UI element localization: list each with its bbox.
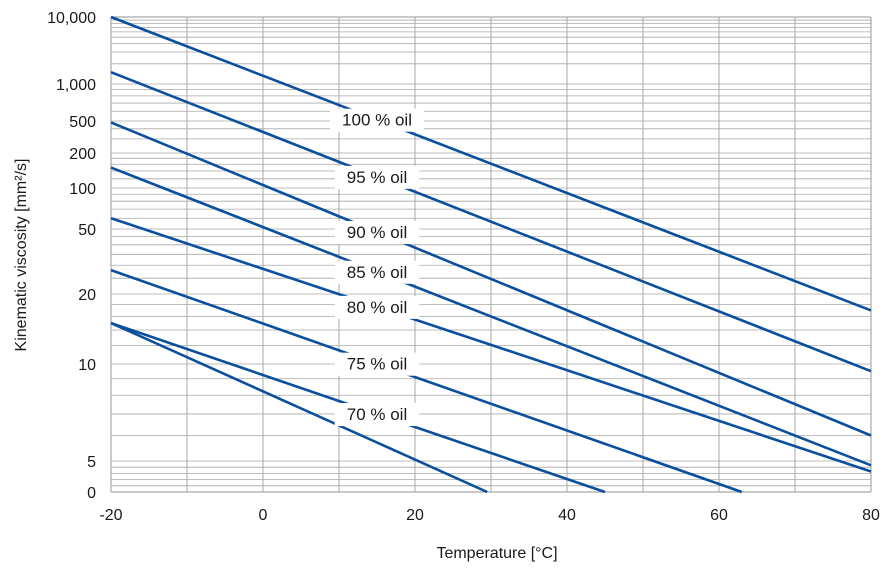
- series-labels: 100 % oil 95 % oil 90 % oil 85 % oil 80 % oi…: [330, 108, 424, 427]
- series-label-95-oil: 95 % oil: [347, 168, 407, 187]
- y-tick-label: 20: [78, 287, 96, 304]
- series-label-85-oil: 85 % oil: [347, 263, 407, 282]
- y-tick-label: 10,000: [47, 10, 96, 27]
- y-tick-label: 5: [87, 454, 96, 471]
- series-label-background: [334, 220, 420, 244]
- series-line-100-oil: [110, 15, 872, 312]
- series-label-background: [334, 295, 420, 319]
- series-label-90-oil: 90 % oil: [347, 223, 407, 242]
- y-tick-label: 500: [69, 114, 96, 131]
- series-line-unlabeled: [110, 321, 488, 494]
- series-lines: [110, 15, 872, 494]
- series-label-background: [334, 260, 420, 284]
- series-label-80-oil: 80 % oil: [347, 298, 407, 317]
- x-tick-label: 0: [259, 507, 268, 524]
- series-label-background: [334, 403, 420, 427]
- series-line-80-oil: [110, 216, 872, 473]
- x-axis-title: Temperature [°C]: [436, 545, 557, 562]
- y-tick-label: 50: [78, 222, 96, 239]
- x-tick-label: 40: [558, 507, 576, 524]
- x-tick-label: 80: [862, 507, 880, 524]
- x-tick-label: 60: [710, 507, 728, 524]
- y-tick-label: 100: [69, 181, 96, 198]
- x-axis-tick-labels: -20 0 20 40 60 80: [99, 507, 880, 524]
- series-label-background: [334, 352, 420, 376]
- y-tick-label: 1,000: [56, 77, 96, 94]
- series-line-85-oil: [110, 166, 872, 467]
- x-tick-label: 20: [406, 507, 424, 524]
- series-line-95-oil: [110, 70, 872, 373]
- series-label-75-oil: 75 % oil: [347, 355, 407, 374]
- series-line-75-oil: [110, 268, 743, 494]
- y-tick-label: 200: [69, 146, 96, 163]
- series-line-90-oil: [110, 121, 872, 437]
- y-tick-label: 0: [87, 485, 96, 502]
- series-label-70-oil: 70 % oil: [347, 405, 407, 424]
- series-label-100-oil: 100 % oil: [342, 111, 412, 130]
- series-label-background: [334, 165, 420, 189]
- series-label-background: [330, 108, 424, 132]
- x-tick-label: -20: [99, 507, 122, 524]
- y-axis-title: Kinematic viscosity [mm²/s]: [13, 159, 30, 352]
- y-tick-label: 10: [78, 357, 96, 374]
